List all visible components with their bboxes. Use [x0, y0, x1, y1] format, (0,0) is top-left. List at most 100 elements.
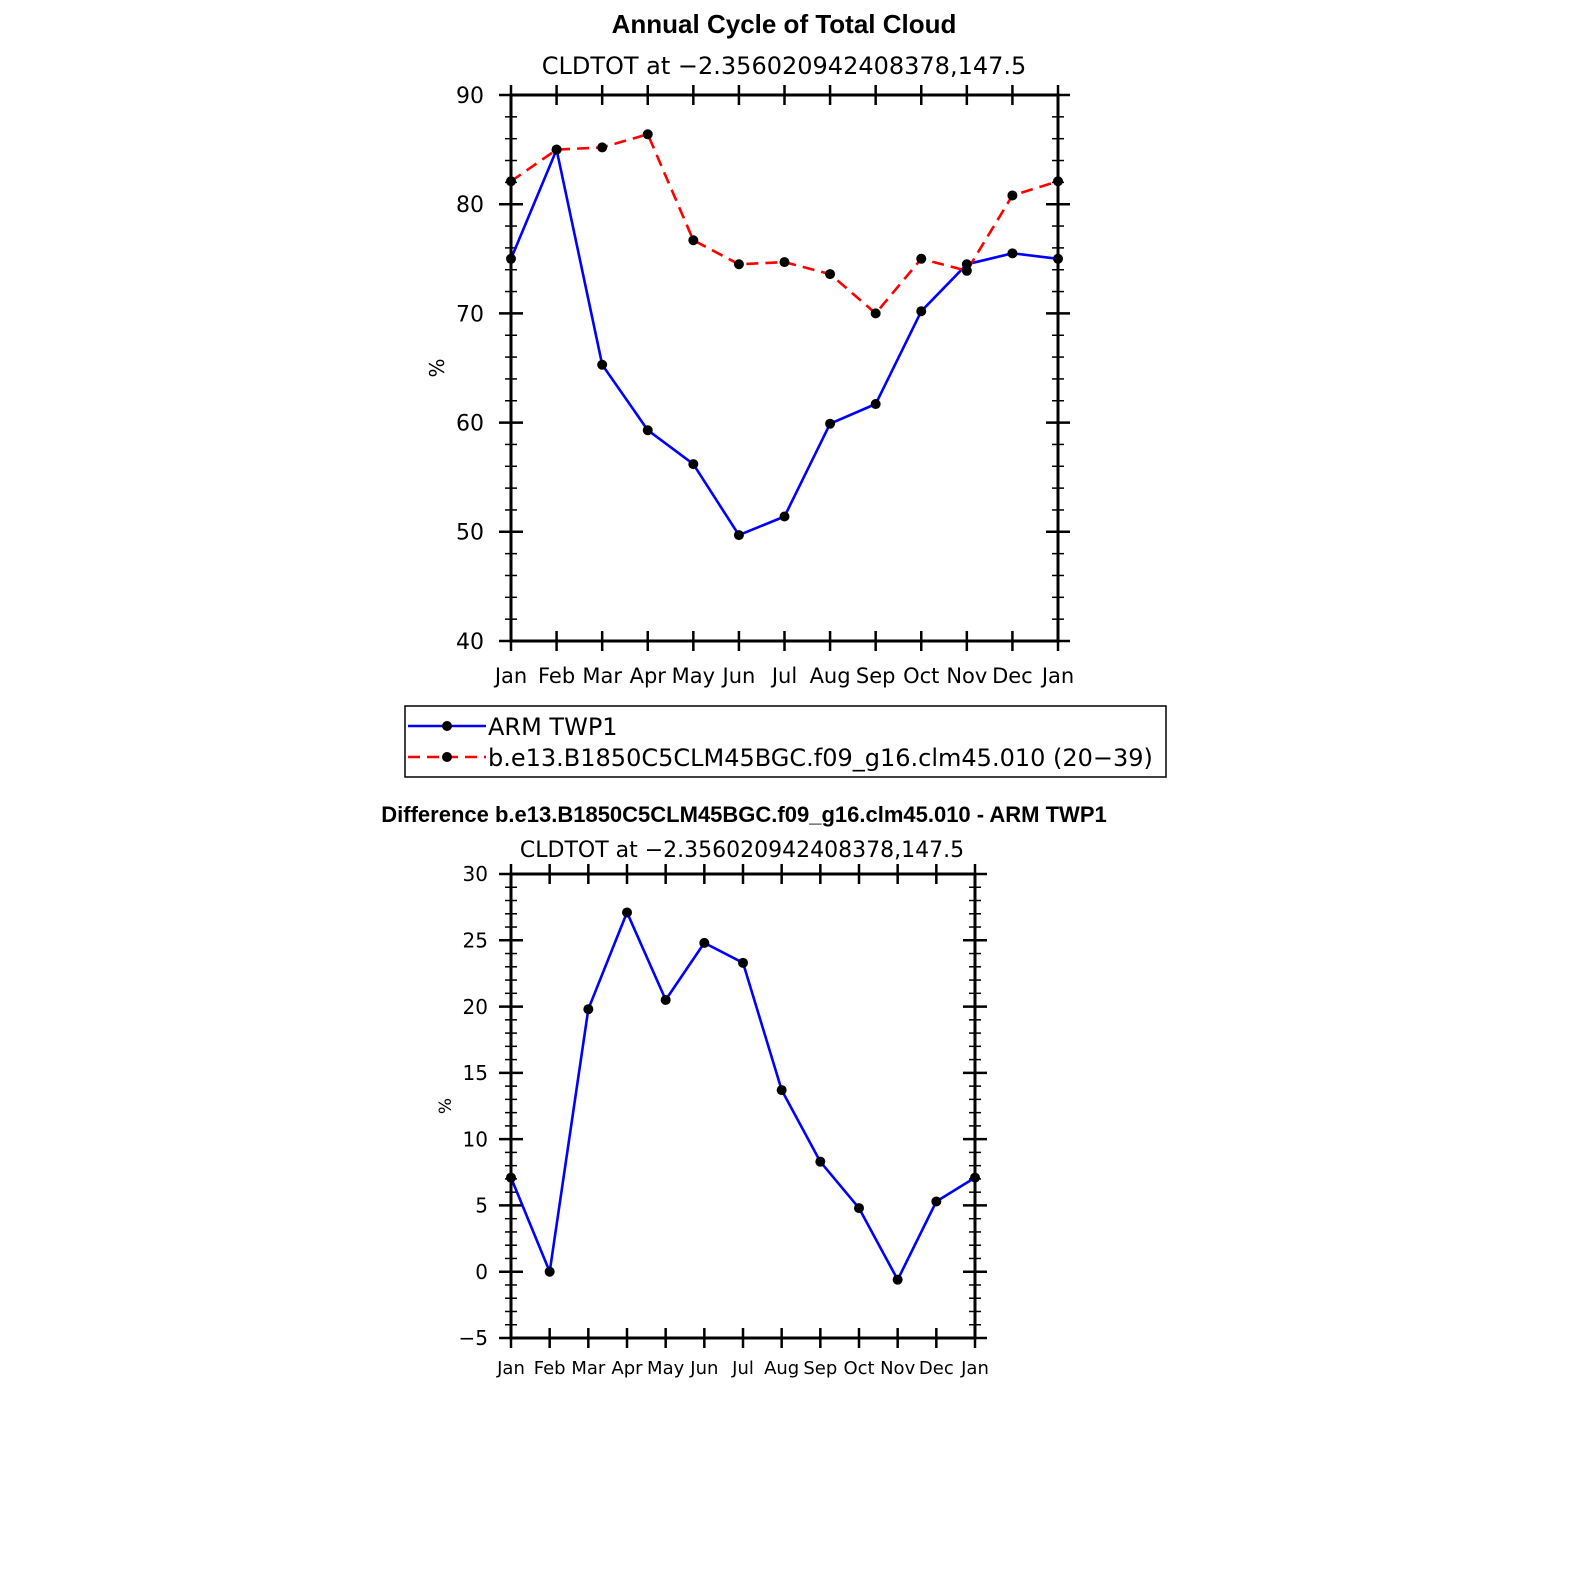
chart-title: Annual Cycle of Total Cloud: [612, 9, 957, 39]
data-point: [738, 957, 748, 968]
x-tick-label: Mar: [571, 1358, 606, 1379]
y-tick-label: 70: [456, 302, 484, 327]
data-point: [961, 265, 972, 276]
data-point: [870, 308, 881, 319]
x-tick-label: Oct: [903, 664, 939, 688]
y-tick-label: 60: [456, 412, 484, 437]
data-point: [622, 907, 632, 918]
y-tick-label: 15: [463, 1061, 488, 1085]
y-tick-label: 10: [463, 1127, 488, 1151]
series-line: [509, 148, 1059, 537]
data-point: [1007, 190, 1018, 201]
y-axis-label: %: [425, 358, 449, 377]
x-tick-label: Feb: [534, 1358, 566, 1379]
x-tick-label: Jun: [721, 664, 756, 688]
data-point: [733, 259, 744, 270]
data-point: [544, 1266, 555, 1277]
annual-cycle-panel: Annual Cycle of Total Cloud CLDTOT at −2…: [425, 9, 1074, 688]
legend-box: [404, 705, 1167, 778]
x-tick-label: May: [672, 664, 715, 688]
legend-item-model: b.e13.B1850C5CLM45BGC.f09_g16.clm45.010 …: [408, 744, 1153, 772]
axis-ticks: [499, 864, 987, 1348]
data-point: [1007, 248, 1018, 259]
x-tick-label: Aug: [810, 664, 851, 688]
x-tick-label: Nov: [946, 664, 987, 688]
legend-item-arm-twp1: ARM TWP1: [408, 713, 618, 741]
data-point: [870, 399, 881, 410]
data-point: [779, 511, 790, 522]
data-point: [779, 257, 790, 268]
x-tick-label: Jan: [493, 664, 527, 688]
data-point: [597, 359, 608, 370]
data-point: [931, 1196, 942, 1207]
data-point: [699, 937, 710, 948]
x-tick-label: Dec: [919, 1358, 954, 1379]
legend-swatch-marker: [442, 752, 452, 762]
x-tick-label: Sep: [803, 1358, 837, 1379]
y-tick-label: 90: [456, 84, 484, 109]
data-point: [733, 530, 744, 541]
x-tick-label: Jan: [960, 1358, 989, 1379]
chart-subtitle: CLDTOT at −2.356020942408378,147.5: [520, 838, 964, 863]
x-tick-label: Jan: [496, 1358, 525, 1379]
data-point: [642, 425, 653, 436]
series-points: [506, 907, 980, 1285]
data-point: [688, 235, 699, 246]
x-tick-label: Oct: [843, 1358, 874, 1379]
axis-ticks: [499, 85, 1070, 651]
y-tick-label: 25: [463, 928, 488, 952]
y-tick-label: 50: [456, 521, 484, 546]
data-point: [815, 1156, 826, 1167]
x-tick-labels: Jan Feb Mar Apr May Jun Jul Aug Sep Oct Nov Dec Jan: [493, 664, 1074, 688]
x-tick-labels: Jan Feb Mar Apr May Jun Jul Aug Sep Oct Nov Dec Jan: [496, 1358, 989, 1379]
data-point: [776, 1085, 787, 1096]
x-tick-label: Dec: [992, 664, 1033, 688]
legend-swatch-marker: [442, 721, 452, 731]
y-tick-label: 30: [463, 862, 488, 886]
data-point: [854, 1203, 864, 1214]
x-tick-label: Jan: [1040, 664, 1074, 688]
x-tick-label: Feb: [538, 664, 575, 688]
plot-frame: [509, 93, 1060, 643]
y-tick-label: 40: [456, 630, 484, 655]
y-tick-label: 80: [456, 193, 484, 218]
x-tick-label: Apr: [630, 664, 667, 688]
difference-panel: Difference b.e13.B1850C5CLM45BGC.f09_g16…: [381, 802, 1106, 1379]
data-point: [597, 142, 608, 153]
chart-title: Difference b.e13.B1850C5CLM45BGC.f09_g16…: [381, 802, 1106, 827]
series-line: [510, 133, 1059, 315]
x-tick-label: Jul: [770, 664, 797, 688]
x-tick-label: Mar: [582, 664, 622, 688]
series-points: [506, 129, 1063, 541]
x-tick-label: Apr: [611, 1358, 643, 1379]
data-point: [642, 129, 653, 140]
chart-subtitle: CLDTOT at −2.356020942408378,147.5: [542, 52, 1027, 80]
data-point: [916, 306, 927, 317]
data-point: [892, 1274, 903, 1285]
data-point: [825, 269, 836, 280]
y-tick-label: 20: [463, 995, 488, 1019]
data-point: [551, 144, 562, 155]
legend-label: b.e13.B1850C5CLM45BGC.f09_g16.clm45.010 …: [488, 744, 1153, 772]
x-tick-label: Aug: [764, 1358, 799, 1379]
data-point: [583, 1004, 594, 1015]
x-tick-label: Nov: [880, 1358, 915, 1379]
y-tick-labels: 40 50 60 70 80 90: [456, 84, 484, 655]
x-tick-label: Jun: [689, 1358, 718, 1379]
legend-label: ARM TWP1: [488, 713, 618, 741]
x-tick-label: May: [647, 1358, 685, 1379]
data-point: [916, 253, 927, 264]
data-point: [825, 418, 836, 429]
legend: ARM TWP1 b.e13.B1850C5CLM45BGC.f09_g16.c…: [404, 705, 1167, 778]
y-axis-label: %: [436, 1098, 456, 1114]
y-tick-labels: −5 0 5 10 15 20 25 30: [459, 862, 488, 1350]
plot-frame: [509, 872, 977, 1340]
x-tick-label: Jul: [731, 1358, 754, 1379]
x-tick-label: Sep: [856, 664, 896, 688]
data-point: [688, 459, 699, 470]
data-point: [660, 994, 671, 1005]
y-tick-label: 0: [475, 1260, 488, 1284]
series-lines: [509, 133, 1059, 537]
y-tick-label: 5: [475, 1194, 488, 1218]
